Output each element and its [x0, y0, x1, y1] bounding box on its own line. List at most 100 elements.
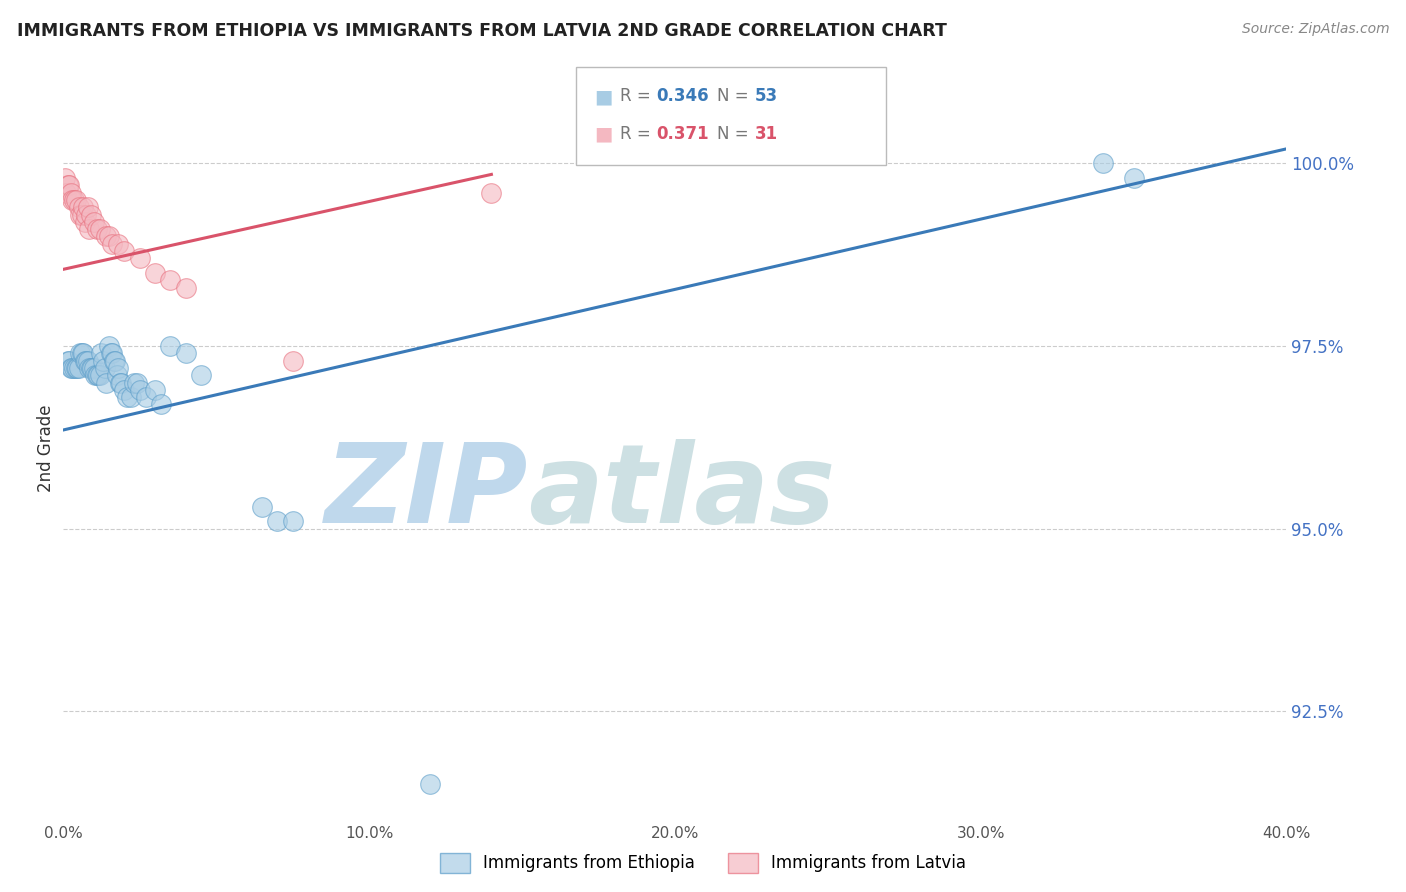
Point — [84, 368, 107, 383]
Point — [143, 266, 166, 280]
Point — [62, 193, 84, 207]
Point — [98, 229, 121, 244]
Text: N =: N = — [717, 87, 754, 105]
Point — [56, 353, 79, 368]
Point — [67, 360, 90, 375]
Point — [1122, 171, 1144, 186]
Point — [114, 383, 135, 397]
Point — [65, 360, 87, 375]
Text: atlas: atlas — [529, 440, 835, 547]
Point — [94, 376, 117, 390]
Point — [174, 346, 197, 360]
Point — [75, 353, 97, 368]
Point — [481, 186, 503, 200]
Point — [86, 368, 108, 383]
Point — [76, 353, 98, 368]
Point — [56, 178, 79, 193]
Point — [70, 346, 93, 360]
Text: ■: ■ — [595, 125, 613, 144]
Point — [77, 222, 100, 236]
Point — [128, 383, 150, 397]
Point — [101, 236, 124, 251]
Point — [125, 376, 148, 390]
Point — [107, 236, 129, 251]
Point — [103, 353, 125, 368]
Point — [83, 360, 105, 375]
Point — [93, 360, 115, 375]
Point — [58, 353, 80, 368]
Point — [86, 222, 108, 236]
Point — [122, 376, 145, 390]
Point — [53, 171, 76, 186]
Point — [87, 368, 110, 383]
Legend: Immigrants from Ethiopia, Immigrants from Latvia: Immigrants from Ethiopia, Immigrants fro… — [433, 847, 973, 880]
Point — [70, 208, 93, 222]
Point — [69, 208, 91, 222]
Point — [100, 346, 122, 360]
Point — [62, 360, 84, 375]
Point — [58, 178, 80, 193]
Point — [77, 360, 100, 375]
Text: ZIP: ZIP — [325, 440, 529, 547]
Point — [90, 346, 112, 360]
Text: 0.371: 0.371 — [657, 125, 709, 143]
Point — [63, 360, 86, 375]
Point — [108, 376, 131, 390]
Point — [114, 244, 135, 258]
Point — [143, 383, 166, 397]
Point — [250, 500, 273, 514]
Point — [159, 339, 181, 353]
Point — [69, 346, 91, 360]
Point — [159, 273, 181, 287]
Point — [94, 229, 117, 244]
Point — [128, 252, 150, 266]
Text: 31: 31 — [755, 125, 778, 143]
Point — [65, 193, 87, 207]
Point — [174, 280, 197, 294]
Text: ■: ■ — [595, 87, 613, 106]
Point — [190, 368, 212, 383]
Point — [419, 777, 441, 791]
Point — [281, 514, 304, 528]
Text: R =: R = — [620, 125, 657, 143]
Point — [135, 390, 157, 404]
Text: 53: 53 — [755, 87, 778, 105]
Point — [59, 186, 82, 200]
Point — [55, 186, 77, 200]
Point — [82, 360, 104, 375]
Point — [101, 346, 124, 360]
Point — [73, 215, 96, 229]
Y-axis label: 2nd Grade: 2nd Grade — [37, 404, 55, 492]
Point — [72, 346, 94, 360]
Point — [66, 360, 89, 375]
Point — [117, 390, 139, 404]
Text: Source: ZipAtlas.com: Source: ZipAtlas.com — [1241, 22, 1389, 37]
Point — [120, 390, 142, 404]
Text: 0.346: 0.346 — [657, 87, 709, 105]
Point — [281, 353, 304, 368]
Point — [80, 360, 103, 375]
Point — [59, 360, 82, 375]
Point — [91, 353, 114, 368]
Point — [105, 368, 128, 383]
Point — [89, 368, 111, 383]
Text: N =: N = — [717, 125, 754, 143]
Point — [80, 208, 103, 222]
Point — [150, 397, 173, 411]
Point — [63, 193, 86, 207]
Text: R =: R = — [620, 87, 657, 105]
Point — [110, 376, 132, 390]
Point — [104, 353, 127, 368]
Point — [89, 222, 111, 236]
Point — [72, 200, 94, 214]
Point — [76, 200, 98, 214]
Point — [73, 353, 96, 368]
Point — [266, 514, 288, 528]
Point — [75, 208, 97, 222]
Point — [107, 360, 129, 375]
Point — [83, 215, 105, 229]
Point — [98, 339, 121, 353]
Point — [1092, 156, 1115, 170]
Text: IMMIGRANTS FROM ETHIOPIA VS IMMIGRANTS FROM LATVIA 2ND GRADE CORRELATION CHART: IMMIGRANTS FROM ETHIOPIA VS IMMIGRANTS F… — [17, 22, 946, 40]
Point — [67, 200, 90, 214]
